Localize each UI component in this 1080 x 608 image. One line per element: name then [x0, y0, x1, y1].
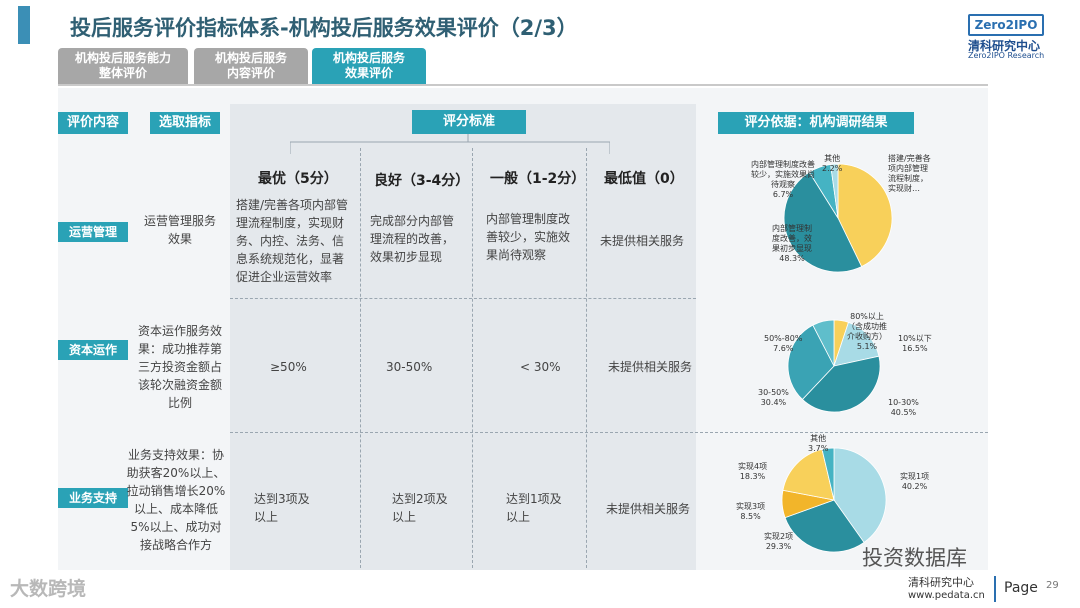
column-separator: [472, 148, 473, 568]
column-separator: [586, 148, 587, 568]
row-cell-good: 完成部分内部管理流程的改善，效果初步显现: [370, 214, 455, 264]
row-label-operations: 运营管理: [58, 222, 128, 242]
row-indicator: 运营管理服务效果: [143, 214, 216, 246]
row-separator: [230, 432, 988, 433]
tab-underline: [58, 84, 988, 86]
row-indicator: 资本运作服务效果：成功推荐第三方投资金额占该轮次融资金额比例: [137, 324, 222, 410]
standard-bracket: [290, 134, 610, 154]
pie-label-80plus: 80%以上（含成功推介收购方） 5.1%: [847, 312, 887, 351]
pie-slice: [833, 321, 880, 367]
row-label-business: 业务支持: [58, 488, 128, 508]
pie-label-best: 搭建/完善各项内部管理流程制度，实现财…: [888, 154, 931, 193]
row-cell-best: ≥50%: [270, 360, 307, 374]
pie-label-3items: 实现3项 8.5%: [736, 502, 766, 521]
row-cell-good: 30-50%: [386, 360, 433, 374]
page-word: Page: [1004, 580, 1038, 596]
pie-label-good: 内部管理制度改善，效果初步显现 48.3%: [772, 224, 812, 263]
watermark: 投资数据库: [862, 546, 967, 570]
level-good: 良好（3-4分）: [374, 173, 470, 189]
pie-label-other: 其他 3.7%: [808, 434, 829, 453]
page-title: 投后服务评价指标体系-机构投后服务效果评价（2/3）: [70, 16, 578, 40]
row-cell-lowest: 未提供相关服务: [606, 502, 691, 516]
tab-effect[interactable]: 机构投后服务 效果评价: [312, 48, 426, 84]
standard-column-background: [230, 104, 696, 570]
row-cell-best: 搭建/完善各项内部管理流程制度，实现财务、内控、法务、信息系统规范化，显著促进企…: [236, 198, 349, 284]
pie-slice: [830, 163, 839, 219]
pie-slice: [783, 171, 863, 273]
pie-slice: [782, 448, 835, 501]
pie-label-30-50: 30-50% 30.4%: [758, 388, 789, 407]
pie-label-2items: 实现2项 29.3%: [764, 532, 794, 551]
logo-cn: 清科研究中心: [968, 39, 1041, 53]
tab-label-line1: 机构投后服务能力: [74, 51, 171, 65]
pie-label-50-80: 50%-80% 7.6%: [764, 334, 803, 353]
level-best: 最优（5分）: [258, 171, 338, 187]
row-cell-lowest: 未提供相关服务: [608, 360, 693, 374]
pie-slice: [801, 355, 881, 413]
level-lowest: 最低值（0）: [604, 171, 684, 187]
pie-capital: [787, 319, 881, 413]
header-content: 评价内容: [58, 112, 128, 134]
footer-org: 清科研究中心: [908, 576, 974, 589]
logo-mark: Zero2IPO: [968, 14, 1044, 36]
row-cell-lowest: 未提供相关服务: [600, 234, 685, 248]
title-accent-bar: [18, 6, 30, 44]
row-cell-fair: < 30%: [520, 360, 561, 374]
pie-slice: [821, 447, 835, 501]
column-separator: [360, 148, 361, 568]
tab-label-line2: 整体评价: [98, 66, 147, 80]
page-number: 29: [1046, 580, 1059, 591]
pie-label-1item: 实现1项 40.2%: [900, 472, 930, 491]
pie-label-10-30: 10-30% 40.5%: [888, 398, 919, 417]
pie-business: [781, 447, 887, 553]
pie-operations: [783, 163, 893, 273]
pie-slice: [833, 447, 887, 544]
pie-slice: [812, 319, 835, 367]
pie-slice: [787, 324, 835, 401]
header-standard: 评分标准: [412, 110, 526, 134]
footer-url[interactable]: www.pedata.cn: [908, 590, 985, 601]
pie-label-10below: 10%以下 16.5%: [898, 334, 932, 353]
row-cell-best: 达到3项及以上: [254, 492, 310, 524]
tab-label-line1: 机构投后服务: [214, 51, 287, 65]
pie-slice: [784, 499, 865, 553]
row-cell-fair: 内部管理制度改善较少，实施效果尚待观察: [486, 212, 571, 262]
tab-label-line2: 效果评价: [344, 66, 393, 80]
header-basis: 评分依据：机构调研结果: [718, 112, 914, 134]
row-cell-good: 达到2项及以上: [392, 492, 448, 524]
pie-label-other: 其他 2.2%: [822, 154, 843, 173]
pie-label-4items: 实现4项 18.3%: [738, 462, 768, 481]
row-cell-fair: 达到1项及以上: [506, 492, 562, 524]
footer-divider: [994, 576, 996, 602]
pie-label-fair: 内部管理制度改善较少，实施效果尚待观察 6.7%: [751, 160, 815, 199]
tab-content[interactable]: 机构投后服务 内容评价: [194, 48, 308, 84]
row-separator: [230, 298, 696, 299]
level-fair: 一般（1-2分）: [490, 171, 586, 187]
logo-en: Zero2IPO Research: [968, 51, 1045, 60]
row-label-capital: 资本运作: [58, 340, 128, 360]
footer-brand: 大数跨境: [10, 578, 87, 600]
tab-label-line2: 内容评价: [226, 66, 275, 80]
pie-slice: [837, 163, 893, 268]
header-indicator: 选取指标: [150, 112, 220, 134]
tab-overall[interactable]: 机构投后服务能力 整体评价: [58, 48, 188, 84]
row-indicator: 业务支持效果：协助获客20%以上、拉动销售增长20%以上、成本降低5%以上、成功…: [126, 448, 226, 552]
tab-label-line1: 机构投后服务: [332, 51, 405, 65]
